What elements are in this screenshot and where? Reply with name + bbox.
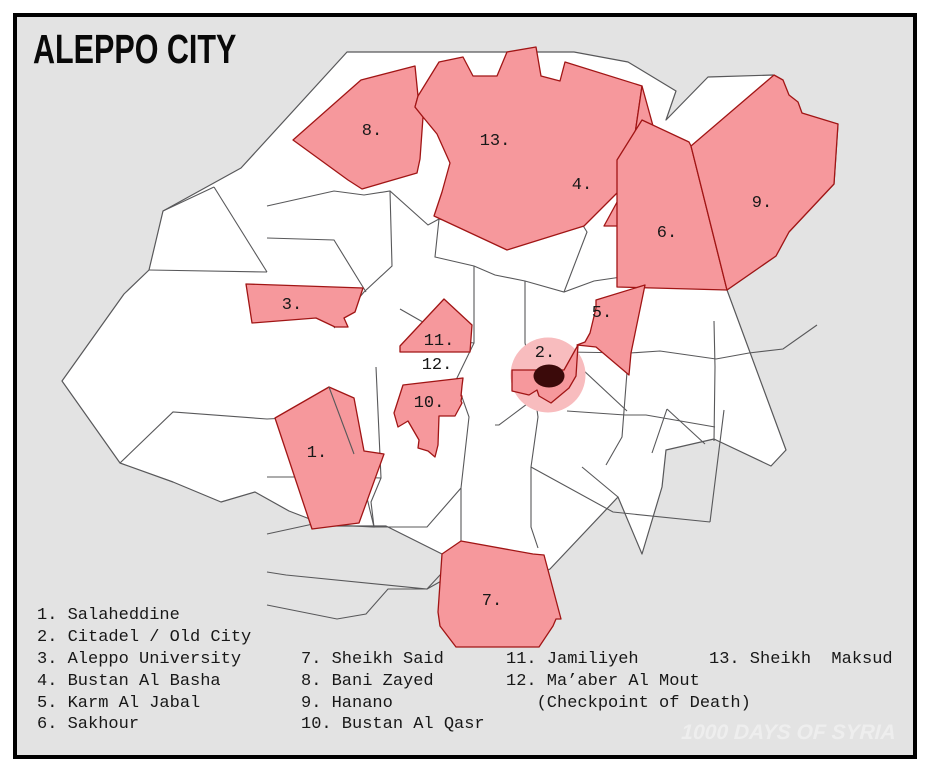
svg-text:1.: 1. — [307, 444, 327, 463]
svg-text:13.: 13. — [480, 132, 511, 151]
svg-text:11.: 11. — [424, 332, 455, 351]
svg-text:2.: 2. — [535, 344, 555, 363]
svg-text:3.: 3. — [282, 296, 302, 315]
svg-text:8.: 8. — [362, 122, 382, 141]
svg-text:5.: 5. — [592, 304, 612, 323]
svg-text:6.: 6. — [657, 224, 677, 243]
svg-text:9.: 9. — [752, 194, 772, 213]
svg-text:12.: 12. — [422, 356, 453, 375]
svg-text:7.: 7. — [482, 592, 502, 611]
svg-text:4.: 4. — [572, 176, 592, 195]
svg-text:10.: 10. — [414, 394, 445, 413]
